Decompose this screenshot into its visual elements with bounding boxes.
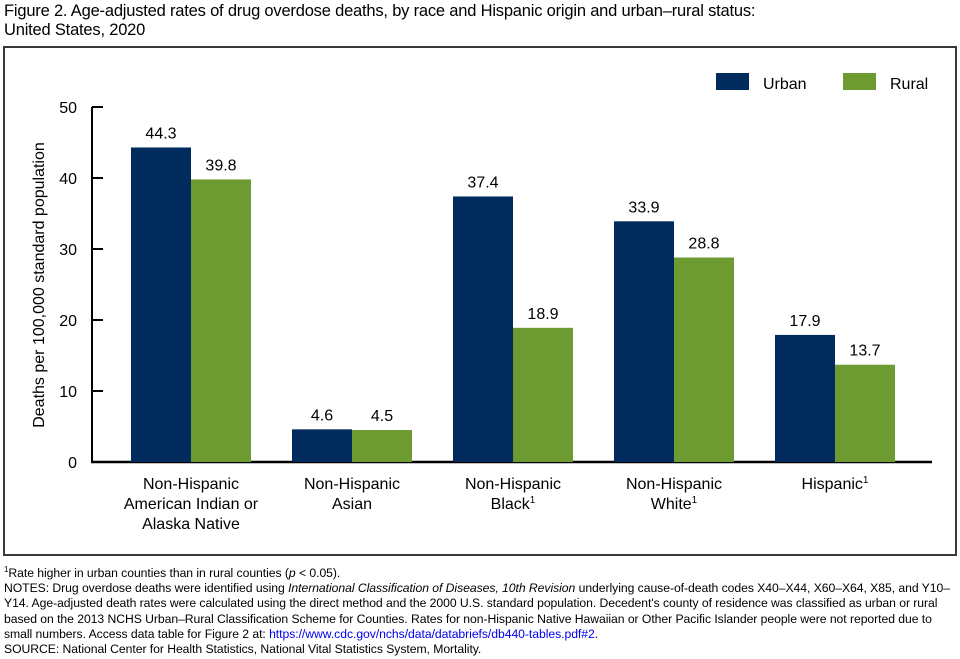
category-label-text: Non-Hispanic (143, 476, 239, 493)
category-label-text: Asian (332, 496, 372, 513)
category-label-line: Non-Hispanic (465, 476, 561, 493)
legend-swatch-urban (716, 73, 749, 90)
footnote-marker: 1 (863, 475, 869, 486)
value-label: 33.9 (628, 199, 659, 216)
category-label-line: American Indian or (124, 496, 259, 513)
y-tick-label: 0 (68, 455, 77, 472)
legend-label-urban: Urban (763, 76, 807, 93)
category-label-line: Black1 (491, 495, 536, 513)
category-label-line: Non-Hispanic (304, 476, 400, 493)
bar-chart: 0 10 20 30 40 50 44.3 39.8 4.6 4.5 37.4 18.9 33.9 28… (31, 73, 932, 533)
chart-frame (3, 46, 957, 556)
y-tick-label: 30 (59, 242, 77, 259)
y-tick-label: 40 (59, 171, 77, 188)
value-label: 18.9 (527, 306, 558, 323)
value-label: 4.6 (311, 407, 333, 424)
category-label-line: Hispanic1 (802, 475, 869, 493)
category-label-line: White1 (651, 495, 698, 513)
value-label: 17.9 (789, 313, 820, 330)
bar-rural (191, 179, 251, 463)
legend-label-rural: Rural (890, 76, 928, 93)
value-label: 37.4 (467, 174, 498, 191)
value-label: 4.5 (371, 408, 393, 425)
y-axis-label: Deaths per 100,000 standard population (31, 142, 48, 428)
value-labels: 44.3 39.8 4.6 4.5 37.4 18.9 33.9 28.8 17.9 13.7 (145, 125, 880, 425)
category-label-text: Non-Hispanic (304, 476, 400, 493)
value-label: 44.3 (145, 125, 176, 142)
bars (131, 147, 895, 463)
value-label: 39.8 (205, 157, 236, 174)
footnote-significance: 1Rate higher in urban counties than in r… (4, 564, 341, 580)
footnote-marker: 1 (530, 495, 536, 506)
y-tick-label: 10 (59, 384, 77, 401)
figure-title-line-2: United States, 2020 (4, 21, 146, 39)
bar-rural (513, 327, 573, 462)
value-label: 28.8 (688, 236, 719, 253)
category-label-text: Non-Hispanic (626, 476, 722, 493)
data-table-link[interactable]: https://www.cdc.gov/nchs/data/databriefs… (269, 626, 595, 641)
footnotes: 1Rate higher in urban counties than in r… (4, 564, 959, 657)
bar-urban (131, 147, 191, 462)
bar-rural (352, 430, 412, 462)
category-label-line: Asian (332, 496, 372, 513)
bar-rural (835, 364, 895, 462)
y-tick-label: 20 (59, 313, 77, 330)
source-note: SOURCE: National Center for Health Stati… (4, 642, 482, 657)
bar-urban (453, 196, 513, 462)
category-label-line: Alaska Native (142, 516, 240, 533)
notes: NOTES: Drug overdose deaths were identif… (4, 581, 950, 641)
legend: Urban Rural (716, 73, 928, 93)
category-label-text: Non-Hispanic (465, 476, 561, 493)
value-label: 13.7 (849, 343, 880, 360)
category-label-text: Alaska Native (142, 516, 240, 533)
bar-urban (775, 334, 835, 462)
category-label-text: American Indian or (124, 496, 259, 513)
category-label-line: Non-Hispanic (626, 476, 722, 493)
y-tick-label: 50 (59, 100, 77, 117)
figure-title: Figure 2. Age-adjusted rates of drug ove… (4, 2, 755, 40)
bar-urban (614, 221, 674, 462)
footnote-marker: 1 (692, 495, 698, 506)
figure-title-line-1: Figure 2. Age-adjusted rates of drug ove… (4, 2, 756, 20)
bar-urban (292, 429, 352, 462)
category-label-text: Black (491, 496, 531, 513)
category-labels: Non-Hispanic American Indian or Alaska Nat… (124, 475, 869, 533)
category-label-text: Hispanic (802, 476, 863, 493)
bar-rural (674, 257, 734, 462)
category-label-line: Non-Hispanic (143, 476, 239, 493)
legend-swatch-rural (843, 73, 876, 90)
category-label-text: White (651, 496, 692, 513)
